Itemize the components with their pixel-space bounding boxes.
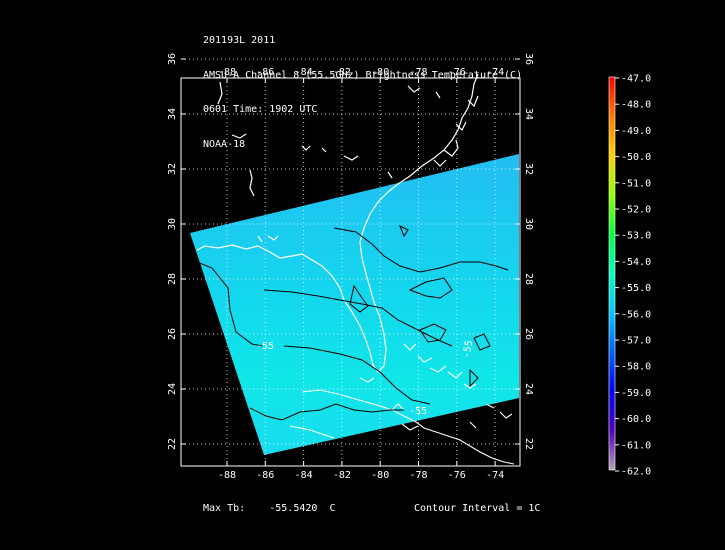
- contour-interval: Contour Interval = 1C: [414, 503, 541, 514]
- title-date: 201193L 2011: [203, 35, 276, 46]
- colorbar: [608, 76, 616, 471]
- coastline: [196, 73, 479, 373]
- lon-tick-label-bottom: -80: [371, 470, 389, 481]
- lon-tick-label-bottom: -74: [486, 470, 504, 481]
- lon-tick-label-top: -76: [448, 67, 466, 78]
- lon-tick-label-top: -78: [409, 67, 427, 78]
- colorbar-label: -54.0: [621, 257, 651, 268]
- colorbar-label: -56.0: [621, 309, 651, 320]
- colorbar-label: -59.0: [621, 388, 651, 399]
- colorbar-label: -60.0: [621, 414, 651, 425]
- colorbar-label: -55.0: [621, 283, 651, 294]
- colorbar-label: -62.0: [621, 467, 651, 478]
- colorbar-label: -51.0: [621, 178, 651, 189]
- title-time: 0601 Time: 1902 UTC: [203, 104, 318, 115]
- lat-tick-label-left: 32: [167, 163, 178, 175]
- colorbar-labels: -47.0 -48.0 -49.0 -50.0 -51.0 -52.0 -53.0 -54.0…: [615, 74, 651, 478]
- colorbar-label: -50.0: [621, 152, 651, 163]
- lon-tick-label-bottom: -78: [409, 470, 427, 481]
- lat-tick-label-left: 24: [167, 383, 178, 395]
- colorbar-label: -57.0: [621, 336, 651, 347]
- title-satellite: NOAA-18: [203, 138, 246, 150]
- lon-tick-label-top: -74: [486, 67, 504, 78]
- map-title-block: 201193L 2011 AMSU-A Channel 8 (55.5GHz) …: [203, 12, 522, 162]
- lon-tick-label-bottom: -84: [295, 470, 313, 481]
- lat-tick-label-left: 30: [167, 218, 178, 230]
- lat-tick-label-right: 24: [523, 383, 534, 395]
- lat-tick-label-left: 22: [167, 438, 178, 450]
- lon-tick-label-top: -88: [218, 67, 236, 78]
- colorbar-label: -61.0: [621, 440, 651, 451]
- satellite-swath: [190, 154, 519, 455]
- lon-tick-label-bottom: -76: [448, 470, 466, 481]
- lat-tick-label-left: 34: [167, 108, 178, 120]
- lon-tick-label-top: -80: [371, 67, 389, 78]
- max-tb-value: -55.5420: [269, 503, 318, 514]
- lat-tick-label-right: 22: [523, 438, 534, 450]
- lat-tick-label-right: 26: [523, 328, 534, 340]
- colorbar-label: -49.0: [621, 126, 651, 137]
- lon-tick-label-bottom: -88: [218, 470, 236, 481]
- lon-tick-label-top: -84: [295, 67, 313, 78]
- colorbar-label: -47.0: [621, 74, 651, 85]
- colorbar-label: -48.0: [621, 100, 651, 111]
- lat-tick-label-right: 36: [523, 53, 534, 65]
- max-tb-unit: C: [329, 503, 336, 514]
- lon-tick-label-top: -82: [333, 67, 351, 78]
- title-product: AMSU-A Channel 8 (55.5GHz) Brightness Te…: [203, 69, 523, 81]
- colorbar-label: -58.0: [621, 362, 651, 373]
- lon-tick-label-bottom: -86: [256, 470, 274, 481]
- contour-label: -55: [461, 339, 475, 359]
- lat-tick-label-right: 34: [523, 108, 534, 120]
- max-tb-label: Max Tb:: [203, 503, 246, 514]
- lat-tick-label-right: 32: [523, 163, 534, 175]
- map-ticks: -88 -88 -86 -86 -84 -84 -82 -82 -80 -80 -78 -78 -76 -…: [167, 53, 534, 481]
- lat-tick-label-right: 30: [523, 218, 534, 230]
- lat-tick-label-right: 28: [523, 273, 534, 285]
- colorbar-label: -52.0: [621, 205, 651, 216]
- map-frame: [180, 77, 521, 467]
- lat-tick-label-left: 36: [167, 53, 178, 65]
- keys-and-cuba: [289, 343, 515, 465]
- contour-label: -55: [409, 406, 427, 417]
- contour-label: -55: [256, 341, 274, 352]
- lat-tick-label-left: 28: [167, 273, 178, 285]
- lon-tick-label-top: -86: [256, 67, 274, 78]
- lat-tick-label-left: 26: [167, 328, 178, 340]
- max-tb-readout: Max Tb: -55.5420 C: [203, 503, 336, 514]
- lon-tick-label-bottom: -82: [333, 470, 351, 481]
- contour-lines: [191, 224, 509, 421]
- colorbar-label: -53.0: [621, 231, 651, 242]
